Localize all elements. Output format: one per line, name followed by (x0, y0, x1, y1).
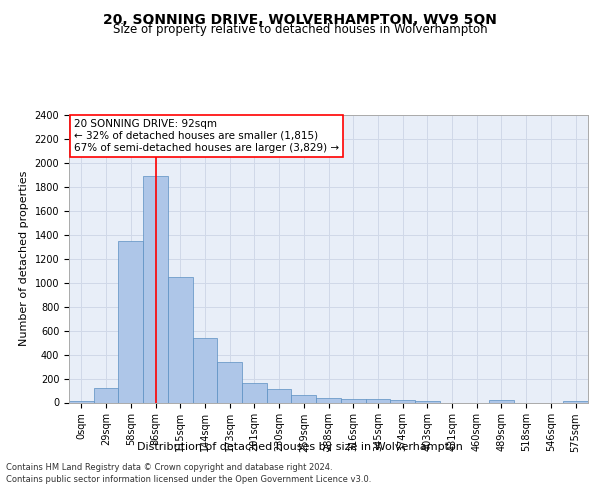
Bar (193, 338, 217, 402)
Bar (143, 176, 168, 402)
Text: Contains HM Land Registry data © Crown copyright and database right 2024.: Contains HM Land Registry data © Crown c… (6, 464, 332, 472)
Bar (415, 401, 440, 402)
Y-axis label: Number of detached properties: Number of detached properties (19, 171, 29, 346)
Bar (563, 400, 588, 402)
Bar (316, 398, 341, 402)
Bar (489, 400, 514, 402)
Text: Distribution of detached houses by size in Wolverhampton: Distribution of detached houses by size … (137, 442, 463, 452)
Bar (168, 278, 193, 402)
Bar (69, 400, 94, 402)
Text: Contains public sector information licensed under the Open Government Licence v3: Contains public sector information licen… (6, 475, 371, 484)
Bar (341, 399, 365, 402)
Bar (365, 400, 390, 402)
Text: Size of property relative to detached houses in Wolverhampton: Size of property relative to detached ho… (113, 24, 487, 36)
Bar (292, 394, 316, 402)
Bar (217, 362, 242, 403)
Bar (390, 400, 415, 402)
Bar (242, 382, 267, 402)
Bar (267, 390, 292, 402)
Bar (118, 242, 143, 402)
Text: 20, SONNING DRIVE, WOLVERHAMPTON, WV9 5QN: 20, SONNING DRIVE, WOLVERHAMPTON, WV9 5Q… (103, 12, 497, 26)
Text: 20 SONNING DRIVE: 92sqm
← 32% of detached houses are smaller (1,815)
67% of semi: 20 SONNING DRIVE: 92sqm ← 32% of detache… (74, 120, 340, 152)
Bar (94, 388, 118, 402)
